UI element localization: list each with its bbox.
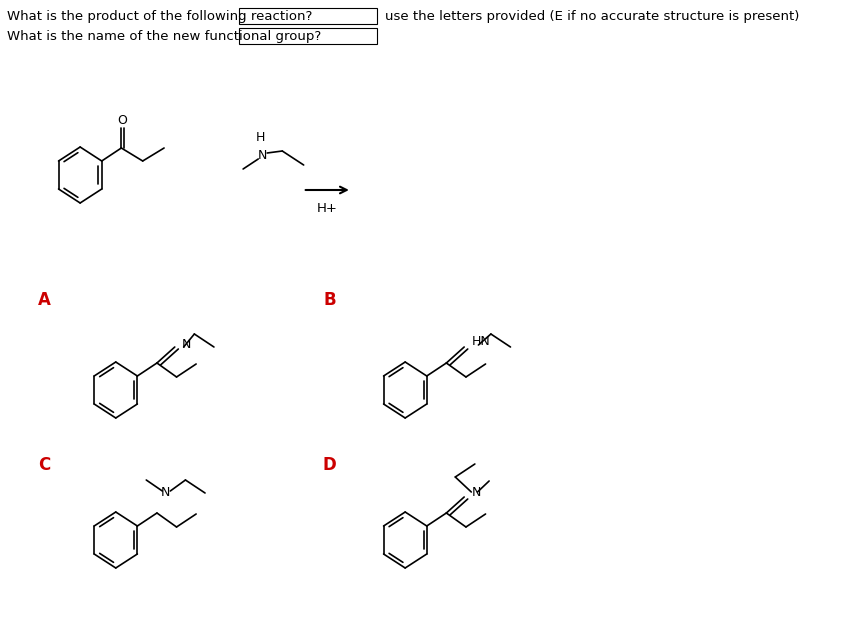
Text: D: D [323,456,336,474]
Text: N: N [161,487,170,499]
Text: N: N [258,148,268,162]
Text: A: A [38,291,51,309]
Text: H+: H+ [317,201,337,215]
Text: HN: HN [471,334,490,348]
Text: What is the product of the following reaction?: What is the product of the following rea… [7,10,313,22]
Text: B: B [324,291,335,309]
Text: N: N [471,485,480,499]
Text: use the letters provided (E if no accurate structure is present): use the letters provided (E if no accura… [385,10,799,22]
FancyBboxPatch shape [239,28,377,44]
Text: O: O [117,113,127,127]
Text: N: N [182,338,191,350]
FancyBboxPatch shape [239,8,377,24]
Text: What is the name of the new functional group?: What is the name of the new functional g… [7,29,321,43]
Text: C: C [38,456,51,474]
Text: H: H [257,131,266,143]
